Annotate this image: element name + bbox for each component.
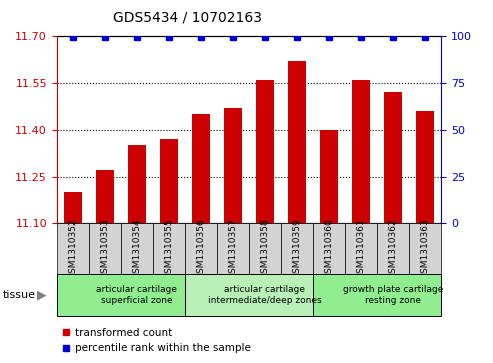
Text: growth plate cartilage
resting zone: growth plate cartilage resting zone — [343, 285, 443, 305]
Bar — [185, 274, 313, 316]
Text: tissue: tissue — [2, 290, 35, 300]
Text: GSM1310362: GSM1310362 — [388, 218, 398, 279]
Bar — [345, 223, 377, 274]
Bar — [128, 145, 145, 223]
Bar — [192, 114, 210, 223]
Bar — [153, 223, 185, 274]
Bar — [288, 61, 306, 223]
Text: GSM1310353: GSM1310353 — [100, 218, 109, 279]
Bar — [224, 108, 242, 223]
Bar — [57, 274, 185, 316]
Text: GSM1310363: GSM1310363 — [421, 218, 430, 279]
Bar — [217, 223, 249, 274]
Bar — [385, 93, 402, 223]
Bar — [352, 80, 370, 223]
Text: articular cartilage
intermediate/deep zones: articular cartilage intermediate/deep zo… — [208, 285, 322, 305]
Bar — [121, 223, 153, 274]
Text: GSM1310360: GSM1310360 — [324, 218, 334, 279]
Text: articular cartilage
superficial zone: articular cartilage superficial zone — [96, 285, 177, 305]
Text: GSM1310361: GSM1310361 — [356, 218, 366, 279]
Bar — [64, 192, 81, 223]
Bar — [89, 223, 121, 274]
Bar — [409, 223, 441, 274]
Bar — [256, 80, 274, 223]
Legend: transformed count, percentile rank within the sample: transformed count, percentile rank withi… — [62, 328, 251, 354]
Bar — [57, 223, 89, 274]
Text: GSM1310352: GSM1310352 — [68, 218, 77, 279]
Text: ▶: ▶ — [37, 289, 47, 301]
Bar — [320, 130, 338, 223]
Bar — [96, 170, 113, 223]
Text: GSM1310357: GSM1310357 — [228, 218, 238, 279]
Text: GDS5434 / 10702163: GDS5434 / 10702163 — [113, 11, 262, 25]
Text: GSM1310355: GSM1310355 — [164, 218, 174, 279]
Bar — [417, 111, 434, 223]
Bar — [249, 223, 281, 274]
Text: GSM1310359: GSM1310359 — [292, 218, 302, 279]
Bar — [313, 223, 345, 274]
Bar — [160, 139, 177, 223]
Bar — [313, 274, 441, 316]
Bar — [185, 223, 217, 274]
Text: GSM1310356: GSM1310356 — [196, 218, 206, 279]
Bar — [281, 223, 313, 274]
Text: GSM1310354: GSM1310354 — [132, 218, 141, 279]
Text: GSM1310358: GSM1310358 — [260, 218, 270, 279]
Bar — [377, 223, 409, 274]
